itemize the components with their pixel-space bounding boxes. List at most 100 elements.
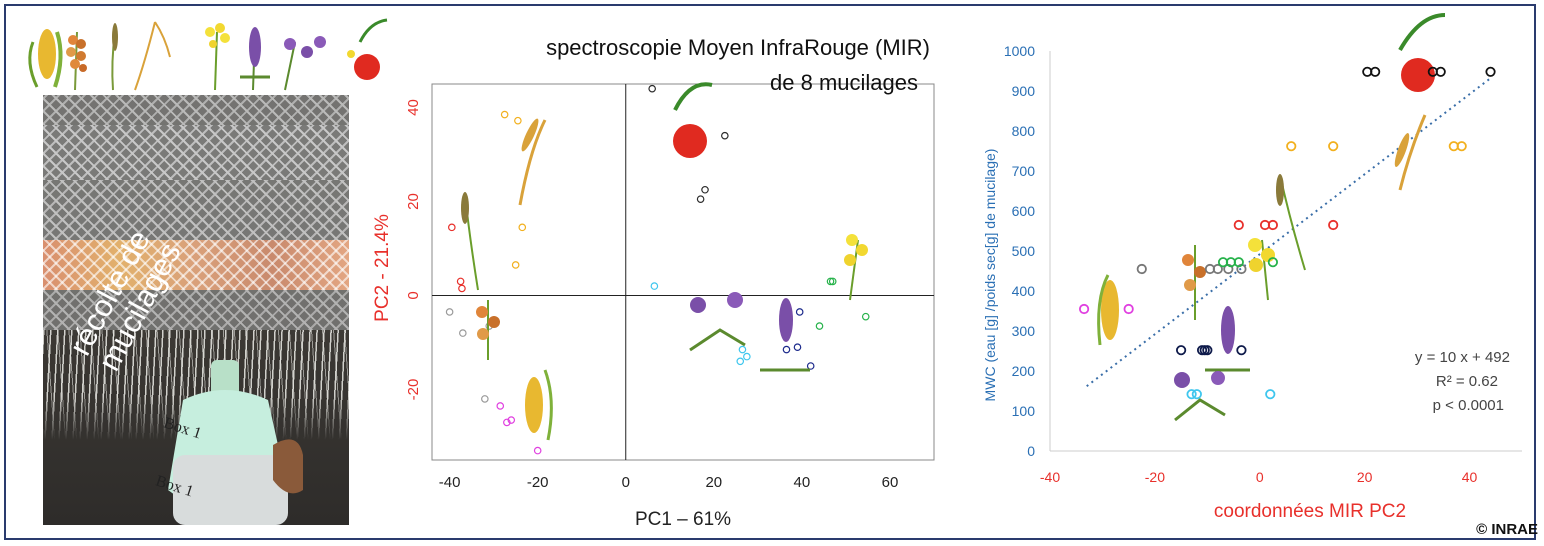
pca-x-tick-label: 0: [622, 474, 630, 491]
pca-point: [445, 308, 454, 316]
pca-y-tick-label: 40: [405, 99, 422, 116]
pca-point: [500, 110, 509, 119]
reg-x-tick-label: 40: [1462, 469, 1478, 485]
reg-point: [1435, 66, 1446, 77]
pca-point: [448, 223, 456, 232]
reg-point: [1202, 345, 1213, 356]
pca-x-tick-label: -40: [439, 474, 461, 491]
pca-point: [806, 362, 815, 370]
reg-point: [1370, 66, 1381, 77]
pca-point: [459, 329, 467, 337]
pca-x-label: PC1 – 61%: [635, 509, 731, 530]
pca-point: [828, 277, 837, 286]
reg-point: [1233, 219, 1244, 231]
reg-y-tick-label: 300: [1012, 323, 1036, 339]
pca-point: [648, 84, 656, 93]
sorghum-icon: [1182, 245, 1206, 320]
pca-point: [738, 345, 747, 354]
millet-icon: [1276, 174, 1306, 271]
sorghum-icon: [476, 300, 500, 360]
rapeseed-icon: [205, 23, 230, 91]
pca-point: [650, 282, 659, 290]
reg-point: [1456, 141, 1467, 152]
pca-x-tick-label: -20: [527, 474, 549, 491]
pca-y-tick-label: 0: [405, 291, 422, 299]
reg-y-tick-label: 100: [1012, 403, 1036, 419]
reg-point: [1123, 303, 1134, 315]
rapeseed-icon: [844, 234, 868, 301]
mucilage-harvest-photo: Box 1 Box 1 récolte de mucilages: [43, 95, 349, 525]
pca-point: [507, 416, 516, 424]
pca-point: [503, 418, 511, 427]
pca-y-label: PC2 - 21.4%: [372, 214, 393, 322]
reg-x-tick-label: 20: [1357, 469, 1373, 485]
pca-point: [701, 185, 709, 194]
reg-y-tick-label: 500: [1012, 243, 1036, 259]
vetch-icon: [284, 36, 326, 91]
pca-point: [514, 116, 522, 125]
maize-icon: [1097, 274, 1119, 346]
reg-point: [1267, 257, 1278, 268]
lupin-icon: [1205, 306, 1250, 372]
tomato-icon: [1398, 13, 1446, 92]
pca-point: [458, 284, 466, 293]
vetch-icon: [689, 292, 746, 352]
reg-x-tick-label: -20: [1145, 469, 1165, 485]
plant-strip-illustration: [28, 18, 388, 91]
pca-point: [533, 446, 542, 455]
reg-y-tick-label: 700: [1012, 163, 1036, 179]
millet-icon: [461, 192, 479, 291]
maize-icon: [28, 29, 63, 88]
figure-frame: [4, 4, 1536, 540]
regression-equation: y = 10 x + 492: [1415, 349, 1510, 366]
pca-x-tick-label: 20: [705, 474, 722, 491]
maize-icon: [525, 369, 553, 441]
pca-point: [511, 261, 520, 269]
wheat-icon: [518, 118, 547, 206]
pca-x-tick-label: 40: [794, 474, 811, 491]
millet-icon: [111, 23, 118, 91]
copyright: © INRAE: [1476, 521, 1538, 538]
reg-point: [1267, 219, 1278, 231]
pca-point: [696, 195, 705, 203]
reg-y-tick-label: 800: [1012, 123, 1036, 139]
reg-point: [1485, 66, 1496, 77]
reg-y-label: MWC (eau [g] /poids sec[g] de mucilage): [982, 149, 998, 402]
pca-point: [496, 402, 505, 410]
reg-y-tick-label: 1000: [1004, 43, 1035, 59]
pca-point: [795, 308, 804, 316]
reg-y-tick-label: 600: [1012, 203, 1036, 219]
pca-y-tick-label: -20: [405, 379, 422, 401]
pca-plot-box: [431, 83, 935, 461]
pca-point: [721, 131, 729, 140]
vetch-icon: [1174, 371, 1226, 422]
pca-y-tick-label: 20: [405, 193, 422, 210]
pca-point: [826, 277, 835, 286]
pca-point: [815, 322, 824, 330]
pca-point: [861, 312, 870, 321]
reg-x-tick-label: 0: [1256, 469, 1264, 485]
lupin-icon: [760, 298, 810, 372]
reg-y-tick-label: 900: [1012, 83, 1036, 99]
pca-point: [481, 395, 489, 403]
pca-point: [743, 352, 751, 361]
reg-y-tick-label: 0: [1027, 443, 1035, 459]
pca-point: [736, 357, 745, 366]
pca-title-line1: spectroscopie Moyen InfraRouge (MIR): [546, 35, 930, 60]
reg-x-tick-label: -40: [1040, 469, 1060, 485]
reg-point: [1136, 263, 1147, 275]
reg-point: [1265, 389, 1276, 400]
rapeseed-icon: [1248, 238, 1275, 301]
reg-x-label: coordonnées MIR PC2: [1214, 501, 1406, 522]
reg-point: [1078, 303, 1090, 315]
trend-line: [1086, 77, 1492, 387]
lupin-icon: [240, 27, 270, 91]
reg-y-tick-label: 200: [1012, 363, 1036, 379]
reg-point: [1328, 219, 1339, 231]
mucilage-bottle-icon: [168, 360, 303, 525]
pca-title-line2: de 8 mucilages: [770, 70, 918, 95]
sorghum-icon: [66, 31, 87, 91]
regression-r2: R² = 0.62: [1436, 373, 1498, 390]
